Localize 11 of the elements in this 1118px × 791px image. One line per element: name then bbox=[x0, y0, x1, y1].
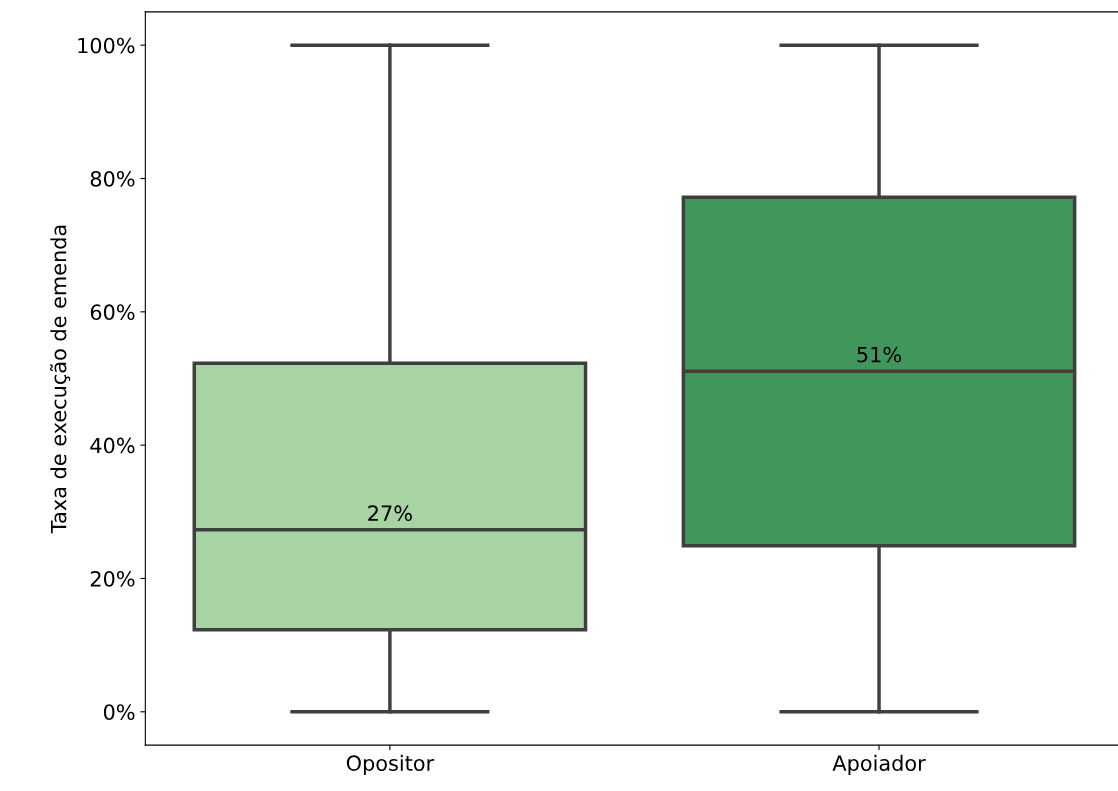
x-tick-label: Opositor bbox=[346, 754, 435, 776]
x-tick-label: Apoiador bbox=[832, 754, 926, 776]
y-tick-label: 40% bbox=[90, 437, 135, 454]
y-tick-label: 60% bbox=[90, 304, 135, 321]
y-axis-title: Taxa de execução de emenda bbox=[49, 225, 71, 534]
y-tick-label: 100% bbox=[78, 37, 135, 54]
annotation: 51% bbox=[857, 346, 902, 363]
annotation: 27% bbox=[368, 505, 412, 522]
y-tick-label: 20% bbox=[90, 570, 135, 587]
y-tick-label: 0% bbox=[103, 704, 135, 720]
y-tick-label: 80% bbox=[90, 170, 135, 187]
